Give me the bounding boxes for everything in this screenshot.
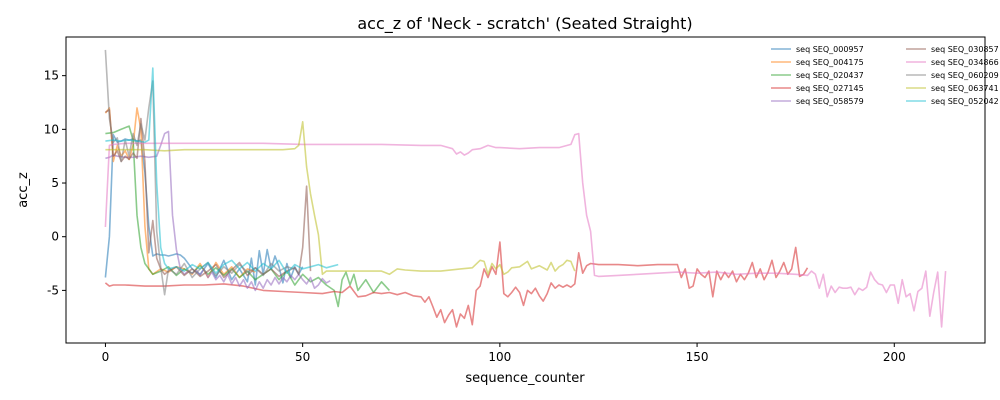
legend-label: seq SEQ_052042 xyxy=(931,97,999,106)
legend-item: seq SEQ_060209 xyxy=(906,71,999,80)
legend-label: seq SEQ_020437 xyxy=(796,71,864,80)
legend-label: seq SEQ_034866 xyxy=(931,58,999,67)
series-line-seq-seq_004175 xyxy=(104,107,256,279)
legend-label: seq SEQ_027145 xyxy=(796,84,864,93)
y-tick-label: 5 xyxy=(51,176,59,190)
plot-area xyxy=(104,49,947,328)
legend-item: seq SEQ_052042 xyxy=(906,97,999,106)
legend-label: seq SEQ_030857 xyxy=(931,45,999,54)
y-tick-label: -5 xyxy=(47,283,59,297)
series-line-seq-seq_027145 xyxy=(104,241,809,328)
legend-item: seq SEQ_000957 xyxy=(771,45,864,54)
x-tick-label: 100 xyxy=(488,350,511,364)
y-axis-label: acc_z xyxy=(16,172,31,208)
series-line-seq-seq_063741 xyxy=(105,121,576,276)
x-tick-label: 200 xyxy=(883,350,906,364)
legend-label: seq SEQ_058579 xyxy=(796,97,864,106)
series-line-seq-seq_052042 xyxy=(105,67,339,274)
y-tick-label: 0 xyxy=(51,230,59,244)
series-line-seq-seq_034866 xyxy=(104,132,947,328)
legend-label: seq SEQ_060209 xyxy=(931,71,999,80)
x-tick-label: 50 xyxy=(295,350,310,364)
legend-item: seq SEQ_027145 xyxy=(771,84,864,93)
chart-title: acc_z of 'Neck - scratch' (Seated Straig… xyxy=(357,14,692,34)
legend-label: seq SEQ_063741 xyxy=(931,84,999,93)
x-tick-label: 150 xyxy=(686,350,709,364)
legend-item: seq SEQ_020437 xyxy=(771,71,864,80)
legend-item: seq SEQ_063741 xyxy=(906,84,999,93)
y-axis: -5 0 5 10 15 xyxy=(44,69,66,297)
legend-item: seq SEQ_004175 xyxy=(771,58,864,67)
legend-item: seq SEQ_030857 xyxy=(906,45,999,54)
plot-frame xyxy=(65,36,986,344)
x-tick-label: 0 xyxy=(102,350,110,364)
series-line-seq-seq_030857 xyxy=(105,109,312,279)
x-axis-label: sequence_counter xyxy=(465,371,585,386)
legend-label: seq SEQ_004175 xyxy=(796,58,864,67)
x-axis: 0 50 100 150 200 xyxy=(102,343,906,364)
legend-item: seq SEQ_058579 xyxy=(771,97,864,106)
legend-item: seq SEQ_034866 xyxy=(906,58,999,67)
y-tick-label: 15 xyxy=(44,69,59,83)
legend-label: seq SEQ_000957 xyxy=(796,45,864,54)
y-tick-label: 10 xyxy=(44,122,59,136)
